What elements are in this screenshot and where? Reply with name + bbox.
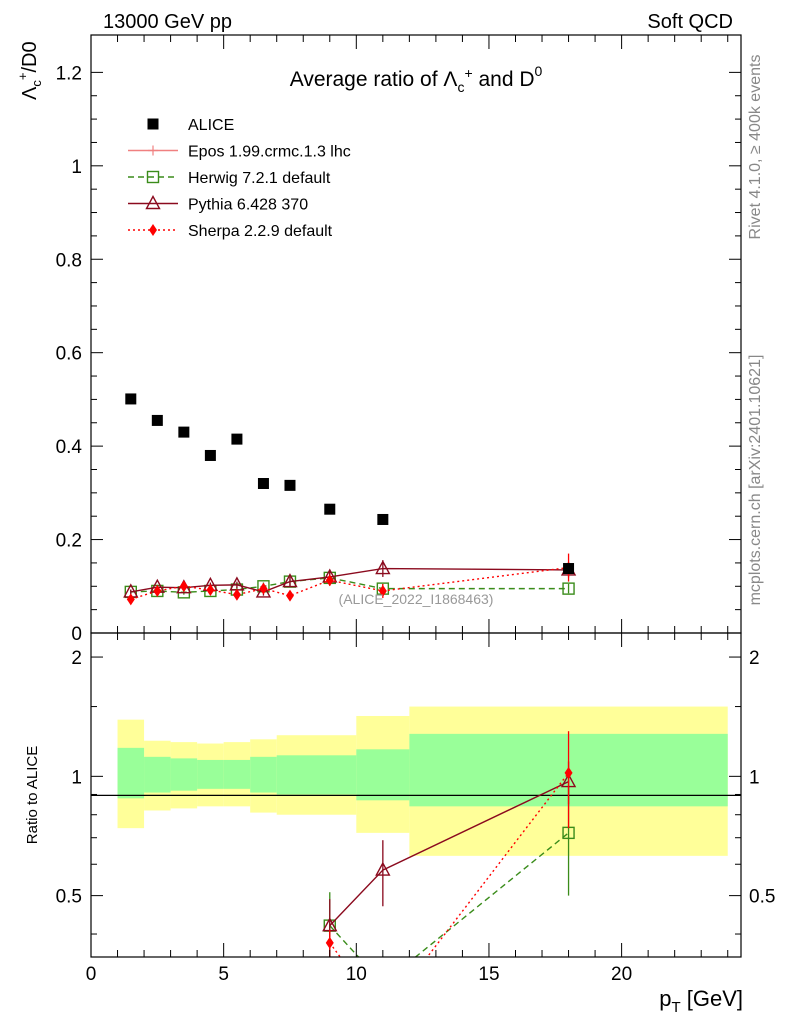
uncertainty-band-inner [250, 756, 277, 793]
sherpa-point [378, 584, 387, 597]
sherpa-point [149, 224, 157, 236]
x-tick-label: 5 [218, 964, 229, 985]
pythia-point [255, 583, 272, 598]
uncertainty-band-inner [170, 758, 198, 791]
main-panel: 0 0.2 0.4 0.6 0.8 1 1.2 Average ratio of Λc+ a… [15, 34, 742, 645]
alice-point [178, 426, 190, 438]
legend-label: ALICE [188, 117, 234, 134]
ratio-y-tick-label-right: 2 [749, 648, 760, 669]
sherpa-point [379, 1009, 387, 1021]
series-line [130, 566, 569, 601]
herwig-point [146, 170, 160, 184]
ratio-frame [90, 632, 742, 958]
sherpa-point [325, 936, 334, 949]
legend-label: Epos 1.99.crmc.1.3 lhc [188, 144, 351, 161]
ratio-y-label: Ratio to ALICE [24, 746, 41, 844]
alice-point [284, 479, 296, 491]
rivet-label: Rivet 4.1.0, ≥ 400k events [747, 55, 764, 240]
legend-label: Herwig 7.2.1 default [188, 170, 331, 187]
uncertainty-band-inner [276, 755, 357, 795]
y-tick-label: 0.8 [56, 250, 82, 271]
alice-point [377, 513, 389, 525]
main-y-label: Λc+/D0 [15, 41, 44, 100]
mcplots-label: mcplots.cern.ch [arXiv:2401.10621] [747, 355, 764, 606]
sherpa-point [153, 584, 162, 597]
legend-label: Sherpa 2.2.9 default [188, 223, 333, 240]
series-alice [125, 393, 575, 575]
x-tick-label: 20 [611, 964, 632, 985]
x-axis-label: pT [GeV] [659, 986, 743, 1016]
process-label: Soft QCD [647, 11, 733, 33]
alice-point [125, 393, 137, 405]
uncertainty-band-inner [144, 756, 171, 793]
x-tick-label: 10 [346, 964, 367, 985]
uncertainty-band-inner [117, 747, 145, 799]
herwig-point [562, 582, 575, 595]
alice-point [563, 563, 575, 575]
y-tick-label: 0.2 [56, 531, 82, 552]
sherpa-point [285, 589, 294, 602]
sherpa-point [179, 580, 188, 593]
pythia-point [375, 861, 391, 876]
legend: ALICE Epos 1.99.crmc.1.3 lhc Herwig 7.2.1 … [128, 117, 351, 240]
uncertainty-band-inner [356, 749, 410, 801]
pythia-point [282, 573, 298, 588]
sherpa-point [206, 584, 215, 597]
series-line [130, 567, 569, 593]
analysis-watermark: (ALICE_2022_I1868463) [339, 591, 494, 607]
ratio-y-tick-label: 0.5 [56, 887, 82, 908]
sherpa-point [232, 588, 241, 601]
alice-point [147, 118, 159, 130]
uncertainty-band-inner [197, 759, 224, 789]
pythia-point [375, 560, 391, 575]
sherpa-point [564, 766, 573, 779]
y-tick-label: 0.4 [56, 437, 83, 458]
alice-point [324, 503, 336, 515]
x-tick-label: 0 [86, 964, 97, 985]
y-tick-label: 0.6 [56, 344, 82, 365]
uncertainty-band-inner [223, 759, 251, 789]
y-tick-label: 1 [71, 157, 82, 178]
pythia-point [145, 195, 161, 210]
alice-point [151, 414, 163, 426]
sherpa-point [325, 574, 334, 587]
ratio-y-tick-label-right: 0.5 [749, 887, 775, 908]
ratio-y-tick-label: 1 [71, 767, 82, 788]
alice-point [231, 433, 243, 445]
herwig-point [377, 978, 388, 989]
alice-point [204, 449, 216, 461]
y-tick-label: 0 [71, 624, 82, 645]
alice-point [257, 478, 269, 489]
ratio-y-tick-label: 2 [71, 648, 82, 669]
legend-label: Pythia 6.428 370 [188, 197, 308, 214]
y-tick-label: 1.2 [56, 63, 82, 84]
ratio-y-tick-label-right: 1 [749, 767, 760, 788]
ratio-panel: 0.5 0.51 12 20 5 10 15 20 Ratio to ALICE pT [Ge… [24, 632, 775, 1021]
sherpa-point [126, 593, 135, 606]
chart-title: Average ratio of Λc+ and D0 [290, 63, 543, 95]
x-tick-label: 15 [478, 964, 499, 985]
sherpa-point [259, 582, 268, 595]
energy-label: 13000 GeV pp [103, 11, 232, 33]
